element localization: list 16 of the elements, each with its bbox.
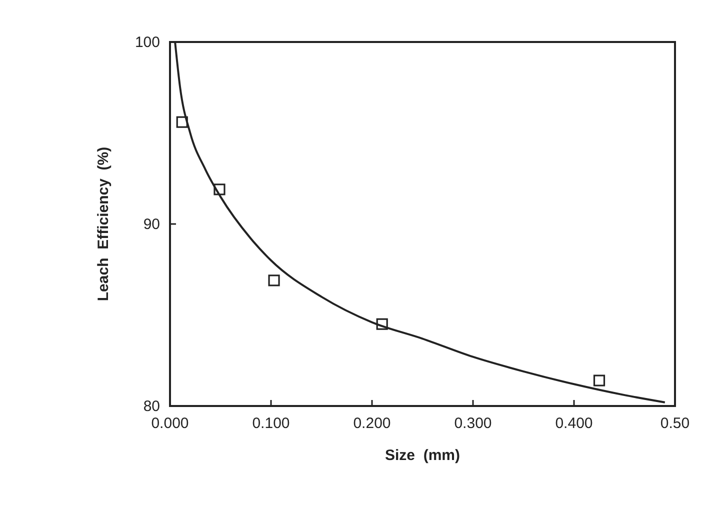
- x-tick-label: 0.100: [252, 415, 290, 432]
- y-tick-label: 100: [134, 34, 160, 51]
- point: [593, 374, 606, 386]
- x-tick-label: 0.400: [555, 415, 593, 432]
- y-tick-label: 80: [143, 398, 160, 415]
- point: [176, 116, 188, 128]
- y-axis-title: Leach Efficiency (%): [95, 146, 112, 302]
- x-tick-label: 0.50: [660, 415, 690, 432]
- point: [268, 274, 280, 286]
- y-tick-label: 90: [143, 216, 160, 233]
- point: [214, 184, 226, 196]
- x-tick-label: 0.000: [151, 415, 189, 432]
- x-tick-label: 0.300: [454, 415, 492, 432]
- x-tick-label: 0.200: [353, 415, 391, 432]
- x-axis-title: Size (mm): [384, 447, 460, 464]
- point: [376, 318, 388, 330]
